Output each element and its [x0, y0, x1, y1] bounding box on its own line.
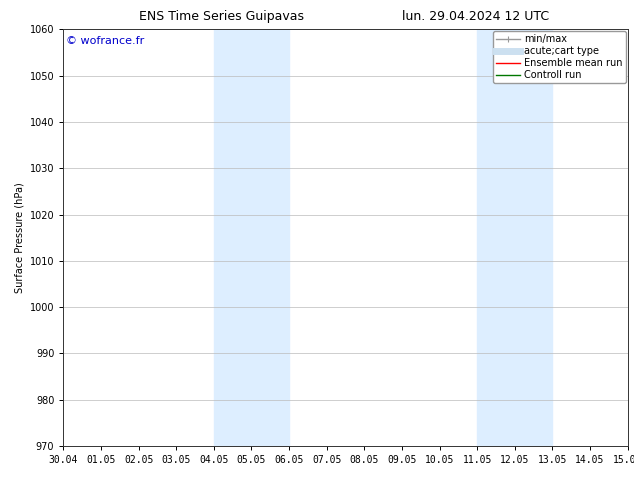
Text: © wofrance.fr: © wofrance.fr	[66, 36, 145, 46]
Text: ENS Time Series Guipavas: ENS Time Series Guipavas	[139, 10, 304, 23]
Legend: min/max, acute;cart type, Ensemble mean run, Controll run: min/max, acute;cart type, Ensemble mean …	[493, 31, 626, 83]
Y-axis label: Surface Pressure (hPa): Surface Pressure (hPa)	[14, 182, 24, 293]
Text: lun. 29.04.2024 12 UTC: lun. 29.04.2024 12 UTC	[402, 10, 549, 23]
Bar	[477, 29, 552, 446]
Bar	[214, 29, 289, 446]
